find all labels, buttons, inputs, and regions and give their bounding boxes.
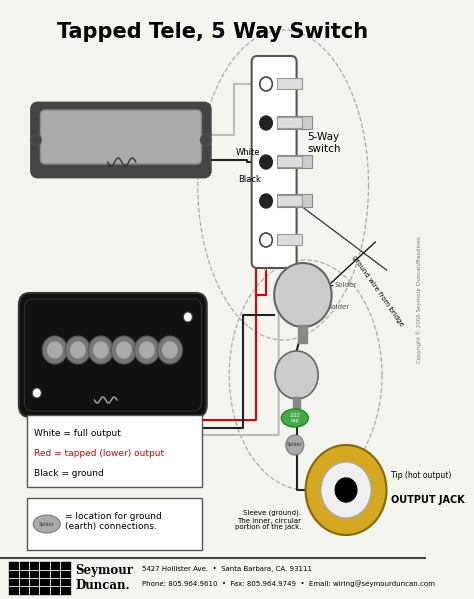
Text: 5427 Hollister Ave.  •  Santa Barbara, CA. 93111: 5427 Hollister Ave. • Santa Barbara, CA.… xyxy=(142,566,312,572)
Bar xyxy=(277,155,312,168)
Text: White = full output: White = full output xyxy=(34,429,121,438)
Circle shape xyxy=(260,155,273,169)
Circle shape xyxy=(32,388,41,398)
Circle shape xyxy=(88,336,113,364)
Text: = location for ground
(earth) connections.: = location for ground (earth) connection… xyxy=(65,512,162,531)
Circle shape xyxy=(260,194,273,208)
Text: White: White xyxy=(236,148,260,157)
Text: Solder: Solder xyxy=(334,282,356,288)
Text: ground wire from bridge: ground wire from bridge xyxy=(351,255,404,328)
Circle shape xyxy=(134,336,159,364)
Text: Solder: Solder xyxy=(39,522,55,527)
Circle shape xyxy=(260,233,273,247)
Bar xyxy=(277,117,302,128)
Bar xyxy=(277,116,312,129)
Bar xyxy=(277,234,302,245)
Bar xyxy=(277,156,302,167)
Circle shape xyxy=(260,116,273,130)
Circle shape xyxy=(201,134,211,146)
Text: White: White xyxy=(106,416,130,425)
Text: Copyright © 2006 Seymour Duncan/Basslines: Copyright © 2006 Seymour Duncan/Bassline… xyxy=(417,237,422,364)
FancyBboxPatch shape xyxy=(31,103,210,177)
Ellipse shape xyxy=(282,409,308,427)
Circle shape xyxy=(71,342,85,358)
Text: Red = tapped (lower) output: Red = tapped (lower) output xyxy=(34,449,164,458)
Circle shape xyxy=(260,77,273,91)
Circle shape xyxy=(111,336,137,364)
Text: Phone: 805.964.9610  •  Fax: 805.964.9749  •  Email: wiring@seymourduncan.com: Phone: 805.964.9610 • Fax: 805.964.9749 … xyxy=(142,580,435,587)
Circle shape xyxy=(157,336,182,364)
FancyBboxPatch shape xyxy=(252,56,297,268)
Text: Black: Black xyxy=(238,175,261,184)
Text: OUTPUT JACK: OUTPUT JACK xyxy=(391,495,465,505)
Bar xyxy=(27,415,202,487)
Text: Black = ground: Black = ground xyxy=(34,469,104,478)
Circle shape xyxy=(163,342,177,358)
Text: .022
cap: .022 cap xyxy=(289,413,300,423)
Text: Solder: Solder xyxy=(327,304,349,310)
Bar xyxy=(9,562,70,594)
Bar xyxy=(299,325,307,343)
Circle shape xyxy=(321,462,371,518)
Circle shape xyxy=(140,342,154,358)
Circle shape xyxy=(42,336,67,364)
Ellipse shape xyxy=(33,515,60,533)
Text: Solder: Solder xyxy=(287,443,303,447)
Circle shape xyxy=(306,445,386,535)
Bar xyxy=(277,194,312,207)
Circle shape xyxy=(275,351,318,399)
Text: 5-Way
switch: 5-Way switch xyxy=(307,132,341,153)
Circle shape xyxy=(30,134,41,146)
FancyBboxPatch shape xyxy=(19,293,207,417)
Circle shape xyxy=(65,336,91,364)
Text: Red: Red xyxy=(94,423,110,432)
Text: Duncan.: Duncan. xyxy=(75,579,130,592)
Text: Seymour: Seymour xyxy=(75,564,134,577)
Bar xyxy=(277,78,302,89)
Text: Sleeve (ground).
The inner, circular
portion of the jack.: Sleeve (ground). The inner, circular por… xyxy=(235,510,301,531)
Circle shape xyxy=(274,263,332,327)
Bar xyxy=(27,498,202,550)
Circle shape xyxy=(47,342,62,358)
Text: Black: Black xyxy=(88,431,111,440)
FancyBboxPatch shape xyxy=(40,110,201,164)
Bar xyxy=(293,397,300,411)
Circle shape xyxy=(117,342,131,358)
Circle shape xyxy=(183,312,192,322)
Bar xyxy=(277,195,302,206)
Text: Tapped Tele, 5 Way Switch: Tapped Tele, 5 Way Switch xyxy=(57,22,369,42)
Circle shape xyxy=(335,478,357,502)
Circle shape xyxy=(286,435,304,455)
Circle shape xyxy=(94,342,108,358)
Text: Tip (hot output): Tip (hot output) xyxy=(391,470,451,480)
